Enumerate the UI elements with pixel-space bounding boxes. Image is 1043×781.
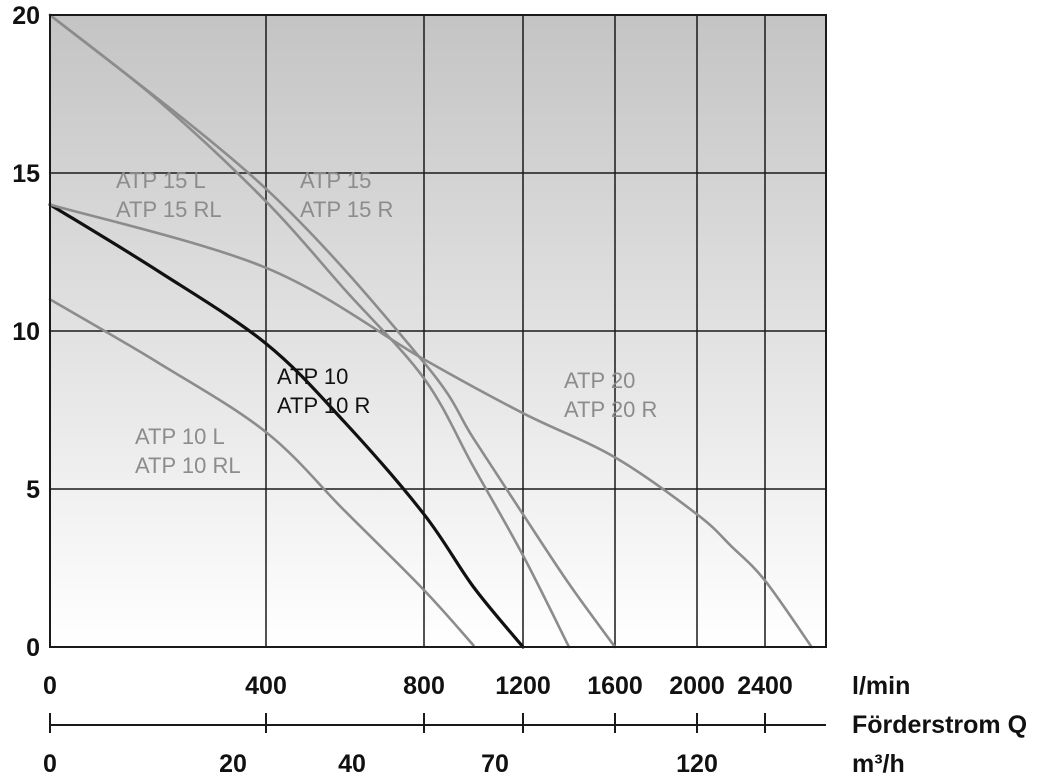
y-tick-label: 5 [26,476,40,504]
secondary-tick-label: 40 [338,750,366,778]
label-atp-10-rl: ATP 10 RL [135,453,241,478]
curves [48,13,813,649]
y-axis-ticks: 0 5 10 15 20 [12,2,40,662]
secondary-axis-title: Förderstrom Q [852,711,1027,739]
secondary-tick-label: 0 [43,750,57,778]
curve-labels: ATP 15 L ATP 15 RL ATP 15 ATP 15 R ATP 1… [116,168,657,478]
label-atp-20-r: ATP 20 R [564,397,657,422]
grid [50,15,826,647]
plot-frame [49,14,827,648]
secondary-axis-marks [49,713,766,733]
x-tick-label: 400 [245,672,287,700]
label-atp-20: ATP 20 [564,368,635,393]
label-atp-10: ATP 10 [277,364,348,389]
x-tick-label: 1200 [495,672,551,700]
y-tick-label: 0 [26,634,40,662]
curve-atp-15-l [48,13,571,649]
y-tick-label: 15 [12,160,40,188]
secondary-axis-unit: m³/h [852,750,905,778]
x-tick-label: 0 [43,672,57,700]
label-atp-10-r: ATP 10 R [277,393,370,418]
curve-atp-20 [48,203,813,649]
label-atp-10-l: ATP 10 L [135,424,225,449]
y-tick-label: 10 [12,318,40,346]
secondary-tick-label: 120 [676,750,718,778]
label-atp-15: ATP 15 [300,168,371,193]
y-tick-label: 20 [12,2,40,30]
x-tick-label: 1600 [587,672,643,700]
secondary-axis: 0 20 40 70 120 Förderstrom Q m³/h [43,711,1027,778]
x-axis-ticks: 0 400 800 1200 1600 2000 2400 [43,672,793,700]
curve-atp-10-l [48,298,475,647]
x-axis-unit-lmin: l/min [852,672,910,700]
curve-atp-10 [48,203,525,649]
secondary-tick-label: 70 [481,750,509,778]
label-atp-15-l: ATP 15 L [116,168,206,193]
x-tick-label: 2400 [737,672,793,700]
secondary-axis-ticks: 0 20 40 70 120 [43,750,718,778]
curve-atp-15 [48,13,617,649]
label-atp-15-rl: ATP 15 RL [116,197,222,222]
secondary-tick-label: 20 [219,750,247,778]
x-tick-label: 2000 [669,672,725,700]
label-atp-15-r: ATP 15 R [300,197,393,222]
x-tick-label: 800 [403,672,445,700]
